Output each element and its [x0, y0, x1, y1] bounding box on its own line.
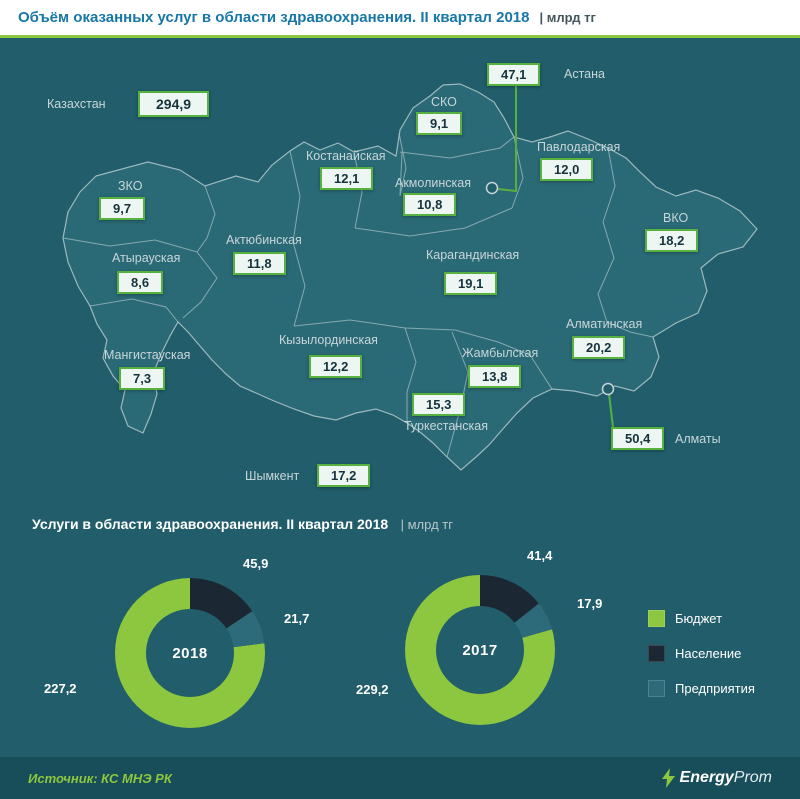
- legend-label-predpriyatiya: Предприятия: [675, 681, 755, 696]
- region-label-turkestan: Туркестанская: [404, 419, 488, 433]
- legend-swatch-predpriyatiya-icon: [648, 680, 665, 697]
- almaty-callout-line: [608, 393, 614, 428]
- legend-swatch-naselenie-icon: [648, 645, 665, 662]
- region-value-kyzylorda: 12,2: [309, 355, 363, 378]
- region-value-vko: 18,2: [645, 229, 699, 252]
- region-label-zhambyl: Жамбылская: [462, 346, 539, 360]
- region-label-vko: ВКО: [663, 211, 689, 225]
- region-value-kostanay: 12,1: [320, 167, 374, 190]
- charts-title-unit: | млрд тг: [400, 517, 453, 532]
- region-label-kazakhstan: Казахстан: [47, 97, 106, 111]
- region-value-akmola: 10,8: [403, 193, 457, 216]
- donut-chart-2017: 2017: [405, 575, 555, 725]
- donut-2018-value-byudzhet: 227,2: [44, 681, 77, 696]
- legend-label-byudzhet: Бюджет: [675, 611, 723, 626]
- legend-swatch-byudzhet-icon: [648, 610, 665, 627]
- region-label-sko: СКО: [431, 95, 457, 109]
- legend-item-naselenie: Население: [648, 645, 755, 662]
- header: Объём оказанных услуг в области здравоох…: [0, 0, 800, 38]
- region-value-atyrau: 8,6: [117, 271, 164, 294]
- region-value-aktobe: 11,8: [233, 252, 286, 275]
- donut-hole-2017: 2017: [436, 606, 524, 694]
- legend-item-predpriyatiya: Предприятия: [648, 680, 755, 697]
- legend-label-naselenie: Население: [675, 646, 742, 661]
- region-label-atyrau: Атырауская: [112, 251, 181, 265]
- charts-section-title: Услуги в области здравоохранения. II ква…: [32, 516, 453, 534]
- region-label-astana: Астана: [564, 67, 605, 81]
- region-value-astana: 47,1: [487, 63, 541, 86]
- donut-2018-value-predpriyatiya: 21,7: [284, 611, 310, 626]
- country-outline: [62, 83, 758, 471]
- region-value-zhambyl: 13,8: [468, 365, 522, 388]
- donut-2017-value-byudzhet: 229,2: [356, 682, 389, 697]
- region-label-aktobe: Актюбинская: [226, 233, 302, 247]
- region-value-shymkent: 17,2: [317, 464, 371, 487]
- region-label-zko: ЗКО: [118, 179, 143, 193]
- region-value-turkestan: 15,3: [412, 393, 466, 416]
- energyprom-logo-icon: [661, 768, 675, 788]
- donut-2018-value-naselenie: 45,9: [243, 556, 269, 571]
- region-label-mangystau: Мангистауская: [104, 348, 191, 362]
- astana-marker-icon: [485, 181, 499, 195]
- region-label-almaty-region: Алматинская: [566, 317, 643, 331]
- page-title: Объём оказанных услуг в области здравоох…: [18, 9, 530, 26]
- region-label-karaganda: Карагандинская: [426, 248, 520, 262]
- region-value-mangystau: 7,3: [119, 367, 166, 390]
- astana-callout-line: [497, 85, 517, 193]
- legend-item-byudzhet: Бюджет: [648, 610, 755, 627]
- region-label-almaty-city: Алматы: [675, 432, 721, 446]
- region-label-pavlodar: Павлодарская: [537, 140, 621, 154]
- region-value-pavlodar: 12,0: [540, 158, 594, 181]
- region-value-zko: 9,7: [99, 197, 146, 220]
- charts-title-text: Услуги в области здравоохранения. II ква…: [32, 516, 389, 532]
- region-label-kyzylorda: Кызылординская: [279, 333, 378, 347]
- region-value-karaganda: 19,1: [444, 272, 498, 295]
- region-label-shymkent: Шымкент: [245, 469, 300, 483]
- logo-text-energy: Energy: [679, 769, 734, 786]
- chart-legend: Бюджет Население Предприятия: [648, 610, 755, 697]
- region-value-almaty-region: 20,2: [572, 336, 626, 359]
- logo-text-prom: Prom: [733, 769, 772, 786]
- source-label: Источник: КС МНЭ РК: [28, 770, 172, 786]
- donut-center-label-2017: 2017: [462, 641, 498, 659]
- donut-hole-2018: 2018: [146, 609, 234, 697]
- page-title-unit: | млрд тг: [539, 10, 596, 25]
- donut-2017-value-naselenie: 41,4: [527, 548, 553, 563]
- almaty-marker-icon: [601, 382, 615, 396]
- energyprom-logo: EnergyProm: [661, 768, 772, 788]
- donut-2017-value-predpriyatiya: 17,9: [577, 596, 603, 611]
- region-value-kazakhstan: 294,9: [138, 91, 210, 117]
- region-value-sko: 9,1: [416, 112, 463, 135]
- donut-chart-2018: 2018: [115, 578, 265, 728]
- region-label-akmola: Акмолинская: [395, 176, 471, 190]
- region-value-almaty-city: 50,4: [611, 427, 665, 450]
- region-label-kostanay: Костанайская: [306, 149, 386, 163]
- donut-center-label-2018: 2018: [172, 644, 208, 662]
- footer: Источник: КС МНЭ РК EnergyProm: [0, 757, 800, 799]
